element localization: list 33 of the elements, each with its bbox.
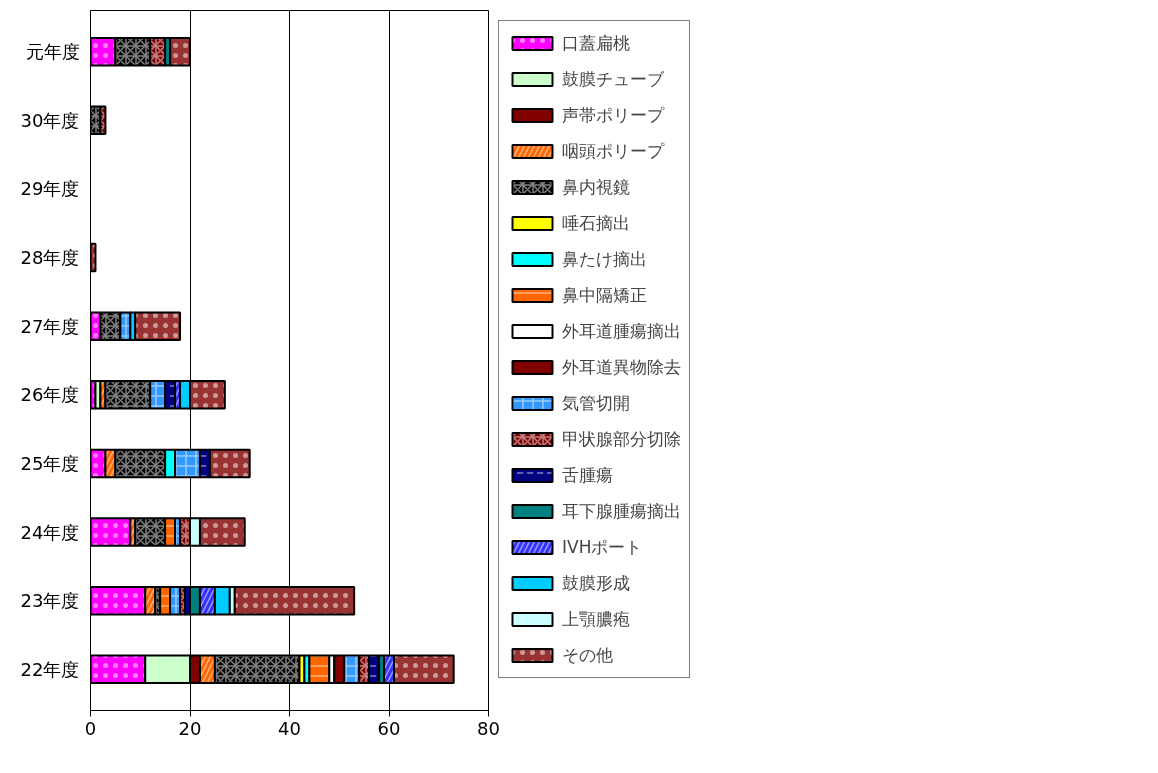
legend-label: その他	[562, 643, 613, 667]
y-tick-label: 27年度	[20, 315, 80, 337]
y-tick-label: 26年度	[20, 384, 80, 406]
legend-label: 耳下腺腫瘍摘出	[562, 499, 681, 523]
legend-label: 気管切開	[562, 391, 630, 415]
legend-label: 鼻内視鏡	[562, 175, 630, 199]
legend-label: 鼓膜チューブ	[562, 67, 664, 91]
y-tick-label: 29年度	[20, 178, 80, 200]
legend-label: IVHポート	[562, 535, 643, 559]
legend-label: 外耳道腫瘍摘出	[562, 319, 681, 343]
legend-label: 声帯ポリープ	[562, 103, 664, 127]
legend-label: 舌腫瘍	[562, 463, 613, 487]
x-tick-label: 20	[178, 717, 202, 739]
x-tick-label: 0	[84, 717, 97, 739]
legend-label: 咽頭ポリープ	[562, 139, 664, 163]
y-tick-label: 22年度	[20, 658, 80, 680]
legend-label: 唾石摘出	[562, 211, 630, 235]
legend-label: 上顎膿疱	[562, 607, 630, 631]
legend-label: 甲状腺部分切除	[562, 427, 681, 451]
legend-label: 口蓋扁桃	[562, 31, 630, 55]
x-tick-label: 60	[377, 717, 401, 739]
legend-label: 鼻たけ摘出	[562, 247, 647, 271]
y-tick-label: 23年度	[20, 590, 80, 612]
legend-label: 外耳道異物除去	[562, 355, 681, 379]
legend-label: 鼓膜形成	[562, 571, 630, 595]
x-tick-label: 40	[278, 717, 301, 739]
y-tick-label: 24年度	[20, 521, 80, 543]
y-tick-label: 30年度	[20, 109, 80, 131]
y-tick-label: 元年度	[25, 41, 80, 63]
legend-label: 鼻中隔矯正	[562, 283, 647, 307]
y-tick-label: 28年度	[20, 247, 80, 269]
x-tick-label: 80	[477, 717, 500, 739]
y-tick-label: 25年度	[20, 452, 80, 474]
